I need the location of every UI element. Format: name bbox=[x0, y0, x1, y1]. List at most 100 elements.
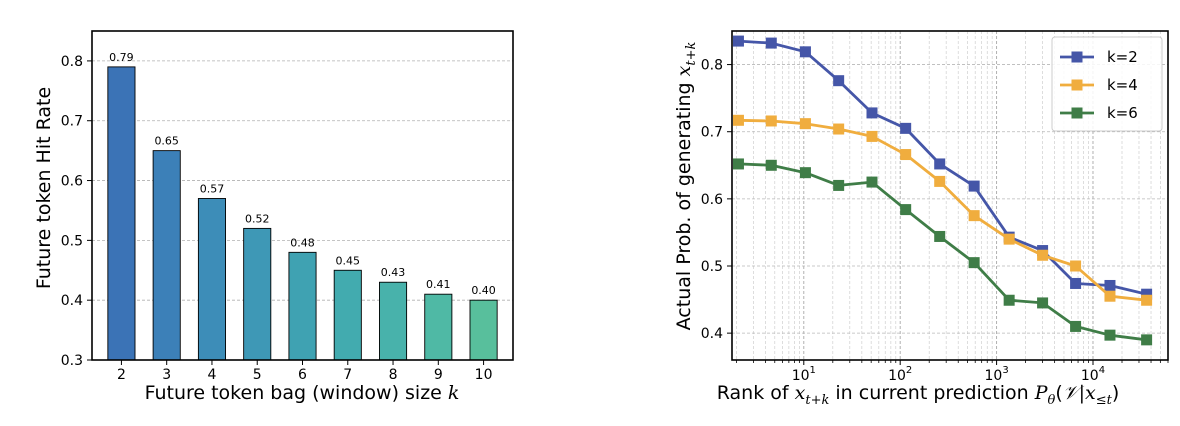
tick-base: 10 bbox=[984, 368, 1002, 384]
y-label-sub: t+k bbox=[684, 42, 699, 66]
bar bbox=[288, 251, 317, 361]
bar-chart-y-tick-label: 0.4 bbox=[61, 293, 83, 309]
line-chart-y-tick-label: 0.7 bbox=[701, 125, 723, 141]
line-chart-y-tick-label: 0.6 bbox=[701, 192, 723, 208]
legend-marker bbox=[1071, 107, 1083, 119]
bar-chart-y-tick-label: 0.8 bbox=[61, 54, 83, 70]
x-label-text: ( bbox=[1055, 382, 1062, 404]
legend-label: k=2 bbox=[1107, 48, 1138, 66]
bar-chart-y-axis-label: Future token Hit Rate bbox=[33, 87, 55, 289]
series-marker bbox=[1141, 334, 1153, 346]
series-marker bbox=[1003, 233, 1015, 245]
line-chart-y-axis-label: Actual Prob. of generating xt+k bbox=[673, 42, 699, 331]
x-label-sub: θ bbox=[1048, 393, 1056, 408]
line-chart-y-tick-label: 0.8 bbox=[701, 58, 723, 74]
series-marker bbox=[1037, 249, 1049, 261]
series-marker bbox=[900, 122, 912, 134]
bar-chart-y-ticks: 0.3 0.4 0.5 0.6 0.7 0.8 bbox=[61, 54, 92, 369]
series-marker bbox=[1070, 260, 1082, 272]
series-marker bbox=[799, 118, 811, 130]
bar bbox=[424, 293, 453, 361]
line-chart: 0.40.50.60.70.8 101 102 103 104 Actual Prob… bbox=[673, 30, 1169, 408]
bar-chart-x-tick-label: 6 bbox=[298, 367, 307, 383]
bar bbox=[243, 227, 272, 361]
bar-chart-x-tick-label: 10 bbox=[475, 367, 493, 383]
x-label-text: in current prediction bbox=[829, 382, 1034, 404]
series-marker bbox=[1104, 329, 1116, 341]
series-marker bbox=[765, 115, 777, 127]
series-marker bbox=[1070, 277, 1082, 289]
bar-chart-x-axis-label-text: Future token bag (window) size bbox=[145, 382, 448, 404]
bar-chart-x-tick-label: 5 bbox=[253, 367, 262, 383]
line-chart-x-tick-label: 103 bbox=[984, 365, 1008, 384]
line-chart-y-tick-label: 0.5 bbox=[701, 259, 723, 275]
bar-chart-y-tick-label: 0.7 bbox=[61, 114, 83, 130]
series-marker bbox=[833, 123, 845, 135]
line-chart-x-axis-label: Rank of xt+k in current prediction Pθ(𝒱|… bbox=[717, 382, 1120, 408]
series-marker bbox=[934, 175, 946, 187]
series-marker bbox=[732, 158, 744, 170]
bar-chart-x-tick-label: 3 bbox=[162, 367, 171, 383]
bar bbox=[469, 299, 498, 361]
bar-data-label: 0.43 bbox=[381, 266, 406, 279]
series-marker bbox=[1141, 294, 1153, 306]
x-label-var: P bbox=[1034, 382, 1049, 404]
line-chart-y-tick-label: 0.4 bbox=[701, 326, 723, 342]
series-marker bbox=[732, 35, 744, 47]
series-marker bbox=[968, 210, 980, 222]
series-marker bbox=[765, 37, 777, 49]
series-marker bbox=[799, 46, 811, 58]
series-marker bbox=[1104, 279, 1116, 291]
bar-chart-x-tick-label: 4 bbox=[208, 367, 217, 383]
bar-data-label: 0.45 bbox=[336, 254, 361, 267]
line-chart-frame bbox=[731, 30, 1169, 361]
series-marker bbox=[866, 176, 878, 188]
bar bbox=[107, 66, 136, 361]
series-marker bbox=[732, 114, 744, 126]
line-chart-gridlines bbox=[732, 31, 1169, 360]
bar-data-label: 0.40 bbox=[471, 284, 496, 297]
legend-marker bbox=[1071, 51, 1083, 63]
series-marker bbox=[833, 75, 845, 87]
y-label-text: Actual Prob. of generating bbox=[673, 76, 695, 330]
x-label-var: x bbox=[795, 382, 806, 404]
bar-data-label: 0.65 bbox=[154, 135, 179, 148]
bar-chart-data-labels: 0.79 0.65 0.57 0.52 0.48 0.45 0.43 0.41 0.40 bbox=[109, 51, 496, 297]
series-marker bbox=[934, 230, 946, 242]
bar-chart-bars bbox=[107, 66, 498, 361]
series-marker bbox=[866, 107, 878, 119]
bar bbox=[379, 281, 408, 361]
bar-data-label: 0.48 bbox=[290, 236, 315, 249]
series-marker bbox=[1141, 288, 1153, 300]
series-marker bbox=[866, 130, 878, 142]
bar bbox=[152, 150, 181, 361]
tick-base: 10 bbox=[888, 368, 906, 384]
line-chart-x-tick-label: 101 bbox=[792, 365, 816, 384]
bar-data-label: 0.57 bbox=[200, 182, 225, 195]
tick-exponent: 1 bbox=[810, 365, 816, 376]
bar-chart-y-tick-label: 0.3 bbox=[61, 353, 83, 369]
line-chart-series bbox=[732, 35, 1153, 346]
bar-data-label: 0.41 bbox=[426, 278, 451, 291]
bar-chart-x-tick-label: 7 bbox=[343, 367, 352, 383]
legend-marker bbox=[1071, 79, 1083, 91]
tick-base: 10 bbox=[792, 368, 810, 384]
series-marker bbox=[833, 179, 845, 191]
bar-chart-x-tick-label: 9 bbox=[434, 367, 443, 383]
tick-base: 10 bbox=[1081, 368, 1099, 384]
series-marker bbox=[1003, 294, 1015, 306]
bar-data-label: 0.79 bbox=[109, 51, 134, 64]
line-chart-x-tick-label: 104 bbox=[1081, 365, 1105, 384]
series-k=4 bbox=[732, 114, 1153, 306]
x-label-sub: ≤t bbox=[1096, 393, 1113, 408]
bar-data-label: 0.52 bbox=[245, 212, 270, 225]
tick-exponent: 2 bbox=[906, 365, 912, 376]
series-marker bbox=[1037, 297, 1049, 309]
series-marker bbox=[934, 158, 946, 170]
y-label-var: x bbox=[673, 65, 695, 76]
bar-chart-x-tick-label: 8 bbox=[389, 367, 398, 383]
line-chart-legend: k=2 k=4 k=6 bbox=[1051, 36, 1163, 132]
x-label-text: Rank of bbox=[717, 382, 795, 404]
x-label-text: ) bbox=[1112, 382, 1119, 404]
